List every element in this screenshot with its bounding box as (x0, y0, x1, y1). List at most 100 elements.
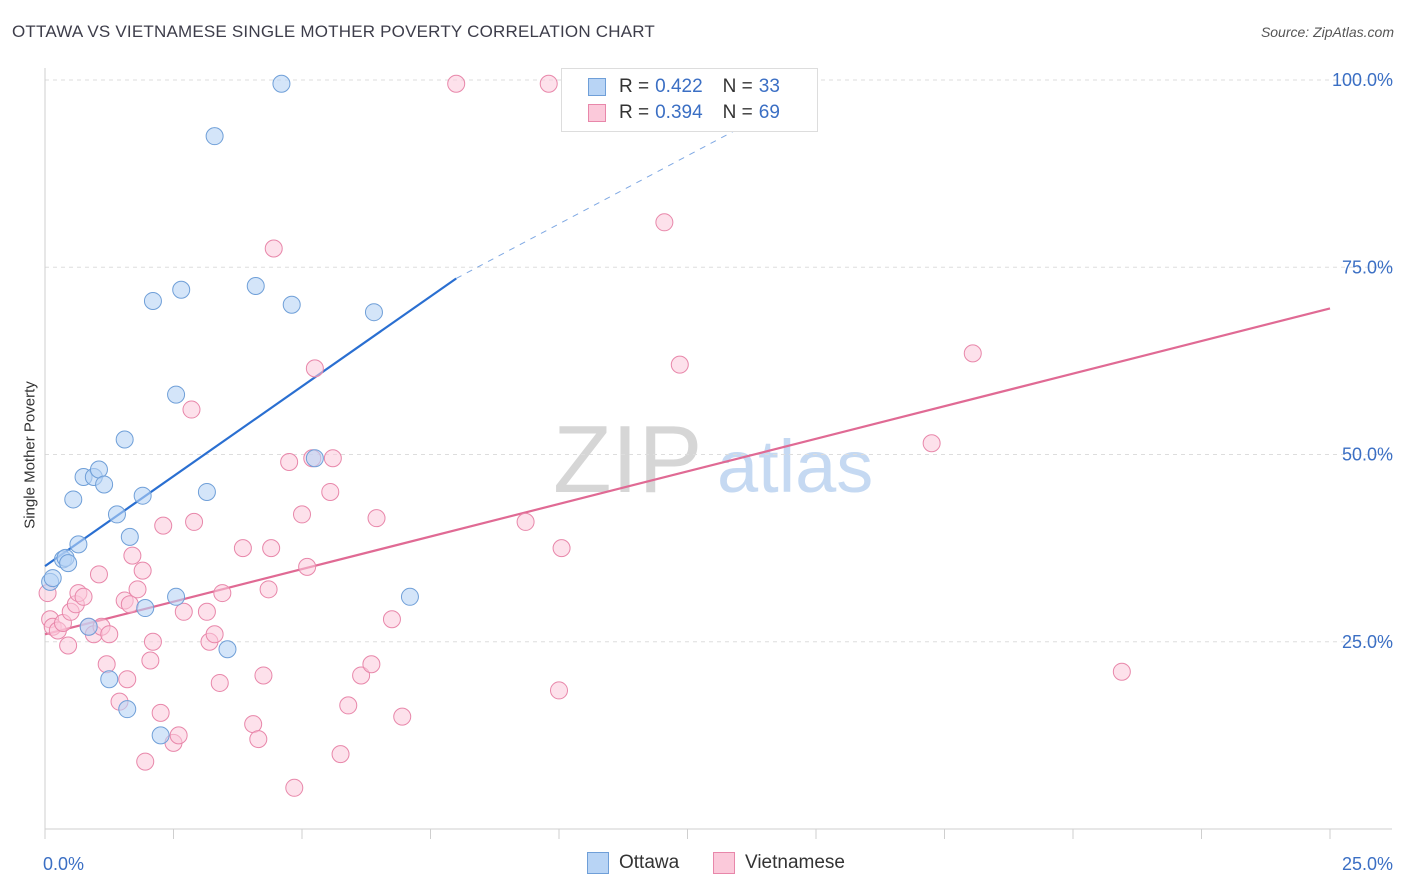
legend-swatch-ottawa (588, 78, 606, 96)
series-legend: Ottawa Vietnamese (0, 852, 1406, 876)
ottawa-point (205, 127, 224, 146)
ottawa-point (364, 303, 383, 322)
vietnamese-point (169, 726, 188, 745)
vietnamese-point (516, 512, 535, 531)
vietnamese-point (262, 539, 281, 558)
vietnamese-point (362, 655, 381, 674)
vietnamese-point (367, 509, 386, 528)
vietnamese-point (331, 745, 350, 764)
ottawa-point (151, 726, 170, 745)
ottawa-point (197, 482, 216, 501)
ottawa-point (143, 291, 162, 310)
source-label: Source: ZipAtlas.com (1260, 24, 1394, 40)
vietnamese-point (922, 434, 941, 453)
series-label-vietnamese: Vietnamese (745, 852, 845, 873)
legend-r-value: 0.422 (655, 76, 703, 97)
tick-labels: 25.0% 50.0% 75.0% 100.0% 0.0% 25.0% (43, 70, 1393, 874)
vietnamese-point (550, 681, 568, 700)
vietnamese-point (447, 74, 466, 93)
ottawa-point (118, 700, 137, 719)
vietnamese-point (655, 213, 674, 232)
legend-n-value: 33 (758, 76, 780, 97)
y-tick-label: 75.0% (1342, 257, 1393, 277)
legend-swatch-vietnamese (588, 104, 606, 122)
series-legend-ottawa[interactable]: Ottawa (587, 852, 679, 874)
vietnamese-point (89, 565, 108, 584)
legend-n-value: 69 (758, 102, 780, 123)
vietnamese-point (321, 482, 340, 501)
vietnamese-point (143, 632, 162, 651)
vietnamese-point (120, 595, 139, 614)
ottawa-point (246, 276, 265, 295)
ottawa-point (172, 280, 191, 299)
watermark-zip: ZIP (553, 406, 702, 513)
series-swatch-ottawa (587, 852, 609, 874)
ottawa-point (272, 74, 291, 93)
vietnamese-point (197, 602, 216, 621)
vietnamese-point (552, 539, 571, 558)
legend-r-label: R = (619, 76, 650, 97)
vietnamese-point (249, 730, 268, 749)
vietnamese-point (154, 516, 173, 535)
vietnamese-point (539, 74, 558, 93)
ottawa-point (120, 527, 139, 546)
legend-row-ottawa: R = 0.422 N = 33 (588, 75, 780, 99)
correlation-legend: R = 0.422 N = 33 R = 0.394 N = 69 (561, 68, 818, 132)
vietnamese-point (97, 655, 116, 674)
ottawa-point (64, 490, 83, 509)
vietnamese-point (963, 344, 982, 363)
y-tick-label: 100.0% (1332, 70, 1393, 90)
ottawa-point (115, 430, 134, 449)
ottawa-point (218, 640, 237, 659)
ottawa-point (400, 587, 419, 606)
vietnamese-trend-line (44, 307, 1331, 636)
vietnamese-point (254, 666, 273, 685)
watermark: ZIP atlas (553, 406, 873, 513)
ottawa-point (136, 599, 155, 618)
data-points (38, 74, 1131, 797)
vietnamese-point (305, 359, 324, 378)
legend-r-value: 0.394 (655, 102, 703, 123)
ottawa-point (133, 486, 152, 505)
vietnamese-point (133, 561, 152, 580)
ottawa-point (43, 569, 62, 588)
ottawa-point (69, 535, 88, 554)
ottawa-point (59, 554, 78, 573)
ottawa-point (107, 505, 126, 524)
vietnamese-point (118, 670, 137, 689)
vietnamese-point (205, 625, 224, 644)
vietnamese-point (174, 602, 193, 621)
vietnamese-point (298, 557, 317, 576)
series-label-ottawa: Ottawa (619, 852, 680, 873)
vietnamese-point (285, 778, 304, 797)
vietnamese-point (123, 546, 142, 565)
ottawa-point (167, 587, 186, 606)
vietnamese-point (259, 580, 278, 599)
vietnamese-point (59, 636, 78, 655)
legend-n-label: N = (722, 76, 753, 97)
vietnamese-point (1112, 662, 1131, 681)
vietnamese-point (352, 666, 371, 685)
ottawa-trend-line (44, 277, 457, 568)
ottawa-point (89, 460, 108, 479)
series-legend-vietnamese[interactable]: Vietnamese (713, 852, 845, 874)
grid-lines (45, 79, 1392, 643)
x-tick-label: 25.0% (1342, 854, 1393, 874)
vietnamese-point (244, 715, 263, 734)
vietnamese-point (382, 610, 401, 629)
vietnamese-point (182, 400, 201, 419)
vietnamese-point (393, 707, 412, 726)
vietnamese-point (141, 651, 160, 670)
y-tick-label: 25.0% (1342, 632, 1393, 652)
ottawa-point (100, 670, 119, 689)
legend-n-label: N = (722, 102, 753, 123)
x-tick-label: 0.0% (43, 854, 84, 874)
vietnamese-point (151, 703, 170, 722)
ottawa-point (95, 475, 114, 494)
vietnamese-point (264, 239, 283, 258)
vietnamese-point (136, 752, 155, 771)
vietnamese-point (74, 587, 93, 606)
vietnamese-point (323, 449, 342, 468)
vietnamese-point (128, 580, 147, 599)
